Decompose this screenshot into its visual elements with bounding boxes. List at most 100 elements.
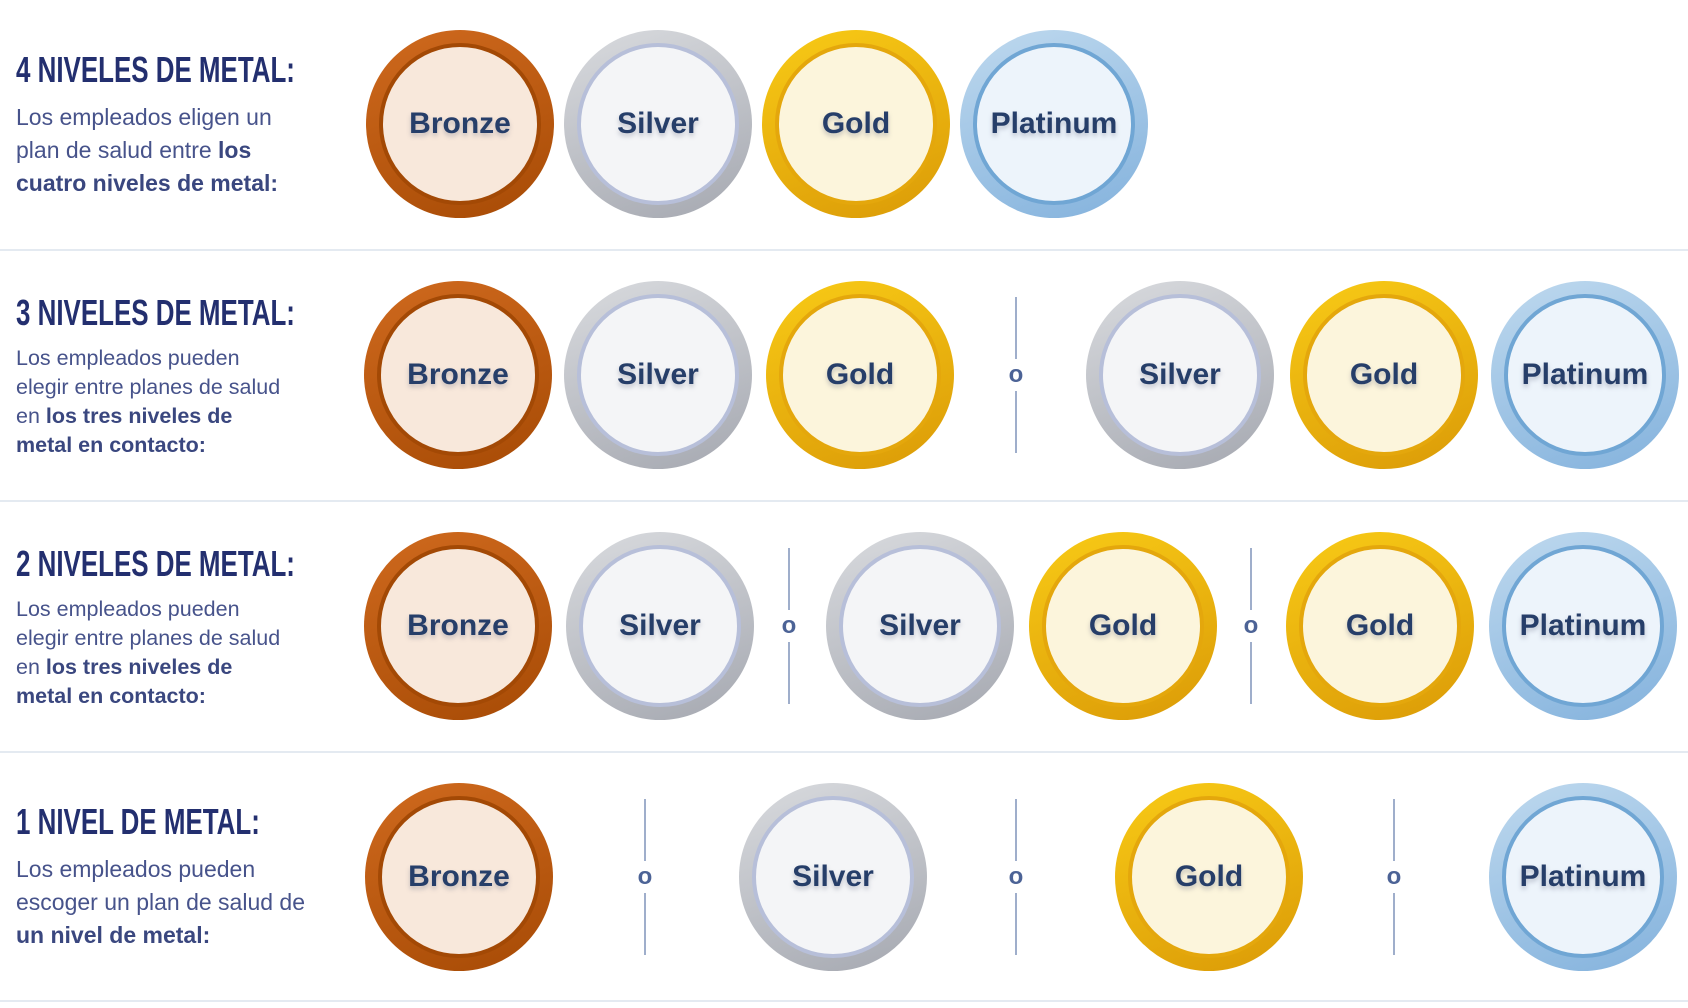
section-4-niveles: 4 NIVELES DE METAL: Los empleados eligen…: [0, 0, 1688, 251]
medal-core: Silver: [579, 545, 741, 707]
medal-label: Bronze: [408, 860, 510, 893]
section-4-description: Los empleados eligen un plan de salud ent…: [16, 104, 279, 196]
medal-label: Platinum: [1519, 609, 1647, 642]
or-label: o: [1386, 863, 1402, 890]
or-label: o: [637, 863, 653, 890]
medal-label: Platinum: [990, 107, 1118, 140]
section-2-description: Los empleados pueden elegir entre planes …: [16, 596, 281, 708]
medal-label: Gold: [1088, 609, 1158, 642]
separator-line-top: [1392, 799, 1396, 861]
medal-gold: Gold: [762, 30, 950, 218]
section-1-heading: 1 NIVEL DE METAL:: [16, 801, 260, 842]
section-3-heading: 3 NIVELES DE METAL:: [16, 291, 295, 333]
medal-label: Gold: [1174, 860, 1244, 893]
or-separator: o: [775, 548, 803, 704]
medal-label: Silver: [617, 358, 699, 391]
medal-gold: Gold: [766, 281, 954, 469]
medal-core: Silver: [752, 796, 914, 958]
separator-line-bottom: [1392, 893, 1396, 955]
medal-core: Silver: [839, 545, 1001, 707]
medal-core: Silver: [577, 43, 739, 205]
medal-label: Gold: [1349, 358, 1419, 391]
medal-silver: Silver: [566, 532, 754, 720]
medal-core: Platinum: [1502, 796, 1664, 958]
medal-core: Gold: [779, 294, 941, 456]
medal-core: Gold: [1299, 545, 1461, 707]
medal-core: Gold: [1303, 294, 1465, 456]
section-2-niveles: 2 NIVELES DE METAL: Los empleados pueden…: [0, 502, 1688, 753]
medal-gold: Gold: [1115, 783, 1303, 971]
section-1-description: Los empleados pueden escoger un plan de s…: [16, 856, 305, 948]
separator-line-bottom: [787, 642, 791, 704]
medal-core: Bronze: [377, 294, 539, 456]
medal-platinum: Platinum: [1491, 281, 1679, 469]
medal-gold: Gold: [1029, 532, 1217, 720]
medal-gold: Gold: [1290, 281, 1478, 469]
section-3-niveles: 3 NIVELES DE METAL: Los empleados pueden…: [0, 251, 1688, 502]
medal-bronze: Bronze: [364, 281, 552, 469]
separator-line-top: [1014, 297, 1018, 359]
section-1-text: 1 NIVEL DE METAL: Los empleados pueden es…: [16, 753, 328, 1000]
section-3-text: 3 NIVELES DE METAL: Los empleados pueden…: [16, 251, 328, 500]
medal-platinum: Platinum: [1489, 532, 1677, 720]
separator-line-top: [643, 799, 647, 861]
section-2-heading: 2 NIVELES DE METAL:: [16, 542, 295, 584]
medal-label: Bronze: [407, 609, 509, 642]
section-4-heading: 4 NIVELES DE METAL:: [16, 49, 295, 90]
medal-silver: Silver: [739, 783, 927, 971]
separator-line-top: [1014, 799, 1018, 861]
section-1-nivel: 1 NIVEL DE METAL: Los empleados pueden es…: [0, 753, 1688, 1002]
or-separator: o: [631, 799, 659, 955]
medal-label: Silver: [879, 609, 961, 642]
medal-label: Gold: [825, 358, 895, 391]
medal-silver: Silver: [1086, 281, 1274, 469]
medal-label: Platinum: [1519, 860, 1647, 893]
separator-line-top: [787, 548, 791, 610]
medal-bronze: Bronze: [364, 532, 552, 720]
medal-core: Gold: [1042, 545, 1204, 707]
section-2-text: 2 NIVELES DE METAL: Los empleados pueden…: [16, 502, 328, 751]
medal-label: Silver: [619, 609, 701, 642]
or-separator: o: [1002, 799, 1030, 955]
medal-silver: Silver: [564, 281, 752, 469]
medal-label: Gold: [821, 107, 891, 140]
medal-label: Silver: [792, 860, 874, 893]
or-separator: o: [1002, 297, 1030, 453]
medal-core: Platinum: [973, 43, 1135, 205]
medal-core: Silver: [1099, 294, 1261, 456]
medal-core: Platinum: [1502, 545, 1664, 707]
or-separator: o: [1237, 548, 1265, 704]
medal-silver: Silver: [826, 532, 1014, 720]
medal-core: Gold: [775, 43, 937, 205]
medal-label: Silver: [1139, 358, 1221, 391]
medal-bronze: Bronze: [365, 783, 553, 971]
separator-line-top: [1249, 548, 1253, 610]
medal-gold: Gold: [1286, 532, 1474, 720]
medal-label: Silver: [617, 107, 699, 140]
medal-core: Platinum: [1504, 294, 1666, 456]
or-label: o: [1008, 361, 1024, 388]
medal-core: Gold: [1128, 796, 1290, 958]
separator-line-bottom: [1014, 391, 1018, 453]
medal-platinum: Platinum: [1489, 783, 1677, 971]
medal-core: Bronze: [379, 43, 541, 205]
section-3-description: Los empleados pueden elegir entre planes …: [16, 345, 281, 457]
medal-label: Bronze: [409, 107, 511, 140]
or-separator: o: [1380, 799, 1408, 955]
section-4-text: 4 NIVELES DE METAL: Los empleados eligen…: [16, 0, 328, 249]
or-label: o: [1008, 863, 1024, 890]
medal-label: Platinum: [1521, 358, 1649, 391]
medal-core: Silver: [577, 294, 739, 456]
separator-line-bottom: [1014, 893, 1018, 955]
separator-line-bottom: [643, 893, 647, 955]
or-label: o: [781, 612, 797, 639]
medal-silver: Silver: [564, 30, 752, 218]
medal-core: Bronze: [377, 545, 539, 707]
medal-label: Gold: [1345, 609, 1415, 642]
medal-label: Bronze: [407, 358, 509, 391]
medal-core: Bronze: [378, 796, 540, 958]
or-label: o: [1243, 612, 1259, 639]
medal-platinum: Platinum: [960, 30, 1148, 218]
separator-line-bottom: [1249, 642, 1253, 704]
